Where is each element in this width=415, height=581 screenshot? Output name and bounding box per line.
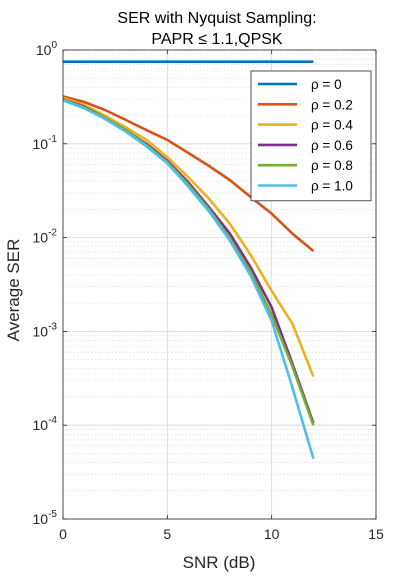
y-axis-label: Average SER <box>4 239 23 342</box>
series-line-2 <box>62 96 315 378</box>
x-tick-label: 5 <box>163 526 171 542</box>
legend-label-4: ρ = 0.8 <box>311 158 353 173</box>
legend-label-3: ρ = 0.6 <box>311 138 353 153</box>
chart-title-line-2: PAPR ≤ 1.1,QPSK <box>151 31 283 48</box>
x-tick-label: 0 <box>59 526 67 542</box>
y-tick-label: 10-2 <box>33 228 58 246</box>
series-layer <box>62 60 315 460</box>
legend-label-5: ρ = 1.0 <box>311 179 353 194</box>
y-tick-label: 10-4 <box>33 415 58 433</box>
series-line-1 <box>62 95 315 252</box>
chart-title-line-1: SER with Nyquist Sampling: <box>117 10 316 27</box>
y-tick-label: 10-1 <box>33 134 58 152</box>
legend-label-0: ρ = 0 <box>311 77 342 92</box>
x-tick-label: 10 <box>264 526 280 542</box>
legend-label-1: ρ = 0.2 <box>311 97 353 112</box>
y-tick-label: 10-3 <box>33 321 58 339</box>
x-tick-label: 15 <box>368 526 384 542</box>
x-axis-label: SNR (dB) <box>183 553 256 572</box>
ticks: 0 5 10 15 100 10-1 10-2 10-3 10-4 10-5 <box>33 40 384 542</box>
legend-box <box>250 70 372 202</box>
axes-box <box>62 49 377 520</box>
series-line-5 <box>62 99 315 460</box>
legend-label-2: ρ = 0.4 <box>311 118 353 133</box>
y-tick-label: 10-5 <box>33 509 58 527</box>
legend[interactable]: ρ = 0 ρ = 0.2 ρ = 0.4 ρ = 0.6 ρ = 0.8 ρ = 1.0 <box>250 70 372 202</box>
y-tick-label: 100 <box>36 40 58 58</box>
